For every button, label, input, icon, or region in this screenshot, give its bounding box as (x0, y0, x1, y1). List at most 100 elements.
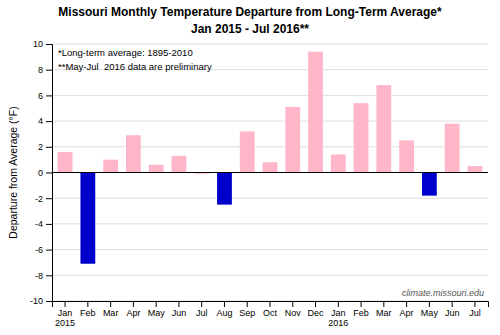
y-tick-label: 10 (33, 39, 43, 49)
x-tick: Jan2015 (55, 301, 75, 328)
y-tick-mark (46, 198, 52, 199)
bar (308, 52, 323, 173)
x-tick: Nov (285, 301, 302, 318)
watermark: climate.missouri.edu (402, 288, 484, 298)
y-tick: -4 (35, 219, 52, 229)
bar (172, 156, 187, 173)
y-tick-mark (46, 173, 52, 174)
y-tick-label: -2 (35, 194, 43, 204)
grid-line (52, 275, 488, 276)
x-tick-mark (178, 301, 179, 307)
x-tick: Mar (103, 301, 119, 318)
x-tick-mark (201, 301, 202, 307)
bar (331, 155, 346, 173)
x-tick-label: Feb (353, 308, 369, 318)
bar (149, 165, 164, 173)
bar (263, 162, 278, 172)
x-tick: Jul (196, 301, 208, 318)
x-tick: Aug (216, 301, 232, 318)
bar (422, 173, 437, 196)
grid-line (52, 44, 488, 45)
x-tick-mark (224, 301, 225, 307)
x-tick-mark (110, 301, 111, 307)
grid-line (52, 121, 488, 122)
bar (376, 85, 391, 172)
x-tick-mark (406, 301, 407, 307)
y-tick: -8 (35, 271, 52, 281)
y-tick-mark (46, 250, 52, 251)
x-tick-label: Mar (376, 308, 392, 318)
x-axis: Jan2015FebMarAprMayJunJulAugSepOctNovDec… (53, 301, 489, 328)
y-tick-mark (46, 70, 52, 71)
x-tick-mark (361, 301, 362, 307)
y-axis: -10-8-6-4-20246810 (30, 39, 53, 306)
grid (52, 44, 488, 301)
x-tick-mark (383, 301, 384, 307)
y-tick-label: -10 (30, 296, 43, 306)
grid-line (52, 95, 488, 96)
y-tick-label: 2 (38, 142, 43, 152)
y-axis-line (46, 45, 53, 302)
x-tick: Feb (353, 301, 369, 318)
x-tick-mark (338, 301, 339, 307)
x-tick-label: Jan2015 (55, 308, 75, 328)
x-tick: Feb (80, 301, 96, 318)
grid-line (52, 172, 488, 173)
bar (445, 124, 460, 173)
bar (399, 140, 414, 172)
x-axis-line (53, 302, 489, 308)
x-tick-label: Jun (445, 308, 460, 318)
x-tick-label: Jun (172, 308, 187, 318)
bar (217, 173, 232, 205)
grid-line (52, 249, 488, 250)
x-tick: May (421, 301, 439, 318)
x-tick-label: Jul (469, 308, 481, 318)
x-tick-label: Apr (400, 308, 414, 318)
y-tick-label: -8 (35, 271, 43, 281)
x-tick: Jan2016 (328, 301, 348, 328)
x-tick-label: Apr (126, 308, 140, 318)
y-tick: 8 (38, 65, 52, 75)
x-tick: Jun (445, 301, 460, 318)
y-tick-mark (46, 121, 52, 122)
y-tick-label: -4 (35, 219, 43, 229)
y-tick-label: 0 (38, 168, 43, 178)
x-tick: Mar (376, 301, 392, 318)
grid-line (52, 146, 488, 147)
grid-line (52, 223, 488, 224)
subtitle: Jan 2015 - Jul 2016** (191, 22, 309, 36)
x-tick-mark (452, 301, 453, 307)
x-tick-mark (156, 301, 157, 307)
x-tick-label: Jan2016 (328, 308, 348, 328)
x-tick: Jul (469, 301, 481, 318)
x-tick: May (148, 301, 166, 318)
y-tick-label: 4 (38, 116, 43, 126)
y-tick-label: 6 (38, 91, 43, 101)
y-tick-mark (46, 224, 52, 225)
x-tick-label: Aug (216, 308, 232, 318)
y-tick: 4 (38, 116, 52, 126)
x-tick-mark (87, 301, 88, 307)
y-tick-mark (46, 44, 52, 45)
x-tick-mark (133, 301, 134, 307)
bars (58, 52, 483, 264)
bar (103, 160, 118, 173)
y-tick-label: 8 (38, 65, 43, 75)
x-tick-mark (474, 301, 475, 307)
x-tick-label: Jul (196, 308, 208, 318)
y-tick: 2 (38, 142, 52, 152)
bar (240, 131, 255, 172)
x-tick-label: Dec (308, 308, 325, 318)
title: Missouri Monthly Temperature Departure f… (58, 5, 442, 19)
bar (468, 166, 483, 172)
x-tick: Dec (308, 301, 325, 318)
bar (354, 103, 369, 172)
bar (80, 173, 95, 264)
x-tick-mark (247, 301, 248, 307)
y-tick: -2 (35, 194, 52, 204)
bar (126, 135, 141, 172)
y-tick-mark (46, 95, 52, 96)
annotation: *Long-term average: 1895-2010 (58, 47, 193, 58)
y-tick-mark (46, 275, 52, 276)
bar (58, 152, 73, 173)
